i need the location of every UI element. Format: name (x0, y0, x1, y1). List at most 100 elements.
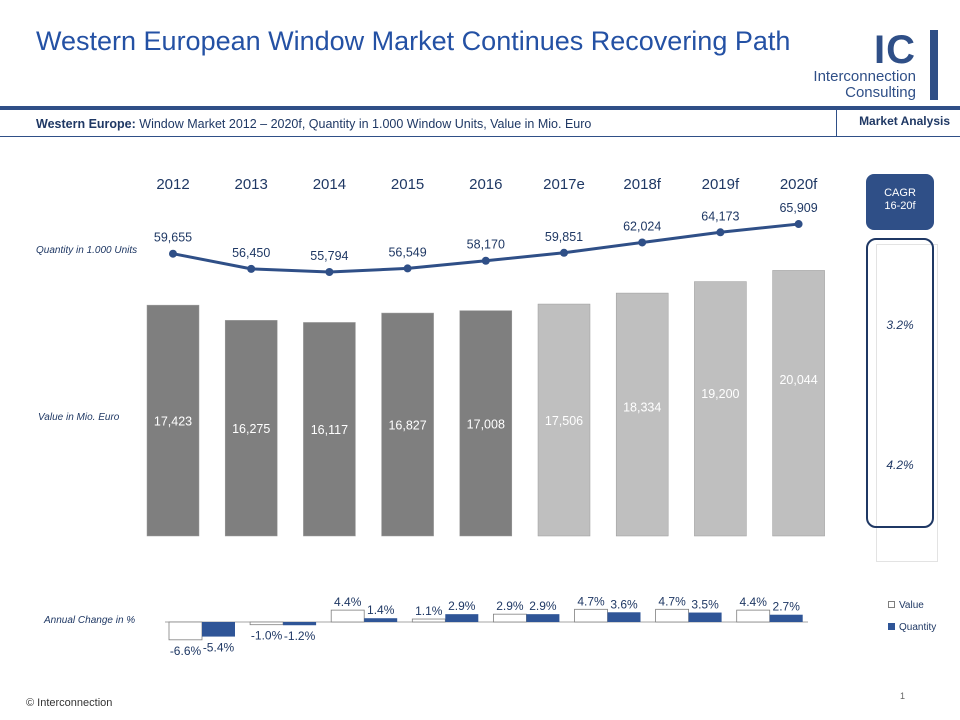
year-label: 2017e (543, 176, 585, 193)
quantity-point-label: 64,173 (701, 209, 739, 223)
quantity-point (638, 238, 647, 247)
subtitle-description: Window Market 2012 – 2020f, Quantity in … (135, 117, 592, 131)
quantity-point-label: 58,170 (467, 238, 505, 252)
value-bar-label: 16,117 (311, 423, 348, 437)
change-value-bar (411, 618, 446, 623)
quantity-point (403, 264, 412, 273)
change-value-bar (492, 613, 527, 623)
value-bar (772, 270, 825, 537)
logo-line-2: Consulting (845, 84, 916, 101)
quantity-axis-label: Quantity in 1.000 Units (36, 245, 138, 256)
year-label: 2020f (780, 176, 818, 193)
company-logo: IC Interconnection Consulting (813, 28, 938, 101)
change-quantity-label: -5.4% (203, 641, 235, 655)
cagr-value: 4.2% (886, 458, 914, 472)
change-quantity-bar (526, 614, 560, 622)
change-value-bar (655, 608, 689, 623)
value-bar-label: 19,200 (701, 387, 739, 401)
quantity-point-label: 65,909 (779, 201, 817, 215)
quantity-point-label: 56,450 (232, 246, 270, 260)
legend-value-swatch (888, 601, 895, 608)
year-label: 2016 (469, 176, 502, 193)
change-quantity-label: 1.4% (367, 603, 395, 617)
cagr-header: CAGR 16-20f (866, 174, 934, 230)
change-value-bar (168, 621, 203, 641)
change-value-label: 2.9% (496, 599, 524, 613)
value-axis-label: Value in Mio. Euro (38, 412, 120, 423)
cagr-panel-shadow (876, 244, 938, 562)
year-label: 2018f (623, 176, 661, 193)
change-quantity-label: 3.6% (610, 597, 638, 611)
copyright-footer: © Interconnection (26, 697, 113, 709)
change-value-bar (249, 621, 284, 626)
legend-value-label: Value (899, 600, 924, 611)
change-quantity-bar (202, 622, 235, 637)
change-value-label: -6.6% (170, 644, 202, 658)
change-quantity-label: 2.9% (529, 599, 557, 613)
subtitle-region: Western Europe: (36, 117, 136, 131)
legend-quantity: Quantity (888, 622, 936, 633)
value-bar (146, 304, 200, 537)
value-bar (381, 312, 434, 537)
quantity-point (716, 228, 725, 237)
subtitle-divider (0, 136, 960, 137)
value-bar-label: 16,275 (232, 422, 270, 436)
change-quantity-bar (445, 614, 479, 622)
quantity-point-label: 59,851 (545, 230, 583, 244)
change-value-label: 1.1% (415, 604, 443, 618)
year-label: 2015 (391, 176, 424, 193)
change-value-label: 4.4% (740, 595, 768, 609)
logo-bar (930, 30, 938, 100)
value-bar-label: 17,008 (467, 417, 505, 431)
annual-change-label: Annual Change in % (44, 615, 136, 626)
cagr-header-text: CAGR 16-20f (884, 187, 916, 212)
change-value-bar (330, 609, 365, 623)
value-bar (224, 320, 278, 537)
change-quantity-label: 3.5% (691, 598, 719, 612)
quantity-point (325, 268, 334, 276)
logo-mark: IC (874, 28, 916, 72)
change-quantity-bar (688, 612, 722, 622)
value-bar-label: 17,423 (154, 415, 192, 429)
cagr-panel (866, 238, 934, 528)
change-value-label: 4.7% (577, 594, 605, 608)
quantity-point-label: 56,549 (388, 245, 426, 259)
change-quantity-bar (364, 618, 398, 622)
quantity-point (169, 249, 177, 258)
value-bar-label: 17,506 (545, 414, 583, 428)
value-bar (537, 303, 591, 537)
value-bar-label: 18,334 (623, 401, 661, 415)
quantity-point (794, 220, 803, 229)
quantity-point (247, 264, 256, 273)
legend-quantity-label: Quantity (899, 622, 937, 633)
change-value-label: 4.7% (658, 594, 686, 608)
change-value-bar (736, 609, 771, 623)
value-bar (459, 310, 513, 537)
change-value-label: 4.4% (334, 595, 362, 609)
year-label: 2012 (156, 176, 189, 193)
page-number: 1 (900, 691, 906, 701)
header-divider (0, 106, 960, 110)
legend-value: Value (888, 600, 924, 611)
change-quantity-label: 2.7% (773, 600, 801, 614)
change-quantity-label: -1.2% (284, 629, 316, 643)
value-bar-label: 16,827 (388, 419, 426, 433)
change-quantity-bar (607, 612, 641, 622)
cagr-quantity: 3.2% (886, 318, 914, 332)
quantity-point-label: 62,024 (623, 219, 661, 233)
year-label: 2019f (702, 176, 740, 193)
value-bar-label: 20,044 (779, 373, 817, 387)
logo-line-1: Interconnection (813, 68, 916, 85)
year-label: 2014 (313, 176, 346, 193)
value-bar (303, 322, 356, 537)
section-tag-divider (836, 110, 960, 137)
value-bar (694, 281, 747, 537)
change-value-label: -1.0% (251, 629, 283, 643)
value-bar (615, 292, 669, 537)
change-quantity-bar (769, 614, 803, 622)
year-label: 2013 (235, 176, 268, 193)
page-title: Western European Window Market Continues… (36, 26, 791, 56)
legend-quantity-swatch (888, 623, 895, 630)
change-quantity-bar (283, 622, 317, 626)
